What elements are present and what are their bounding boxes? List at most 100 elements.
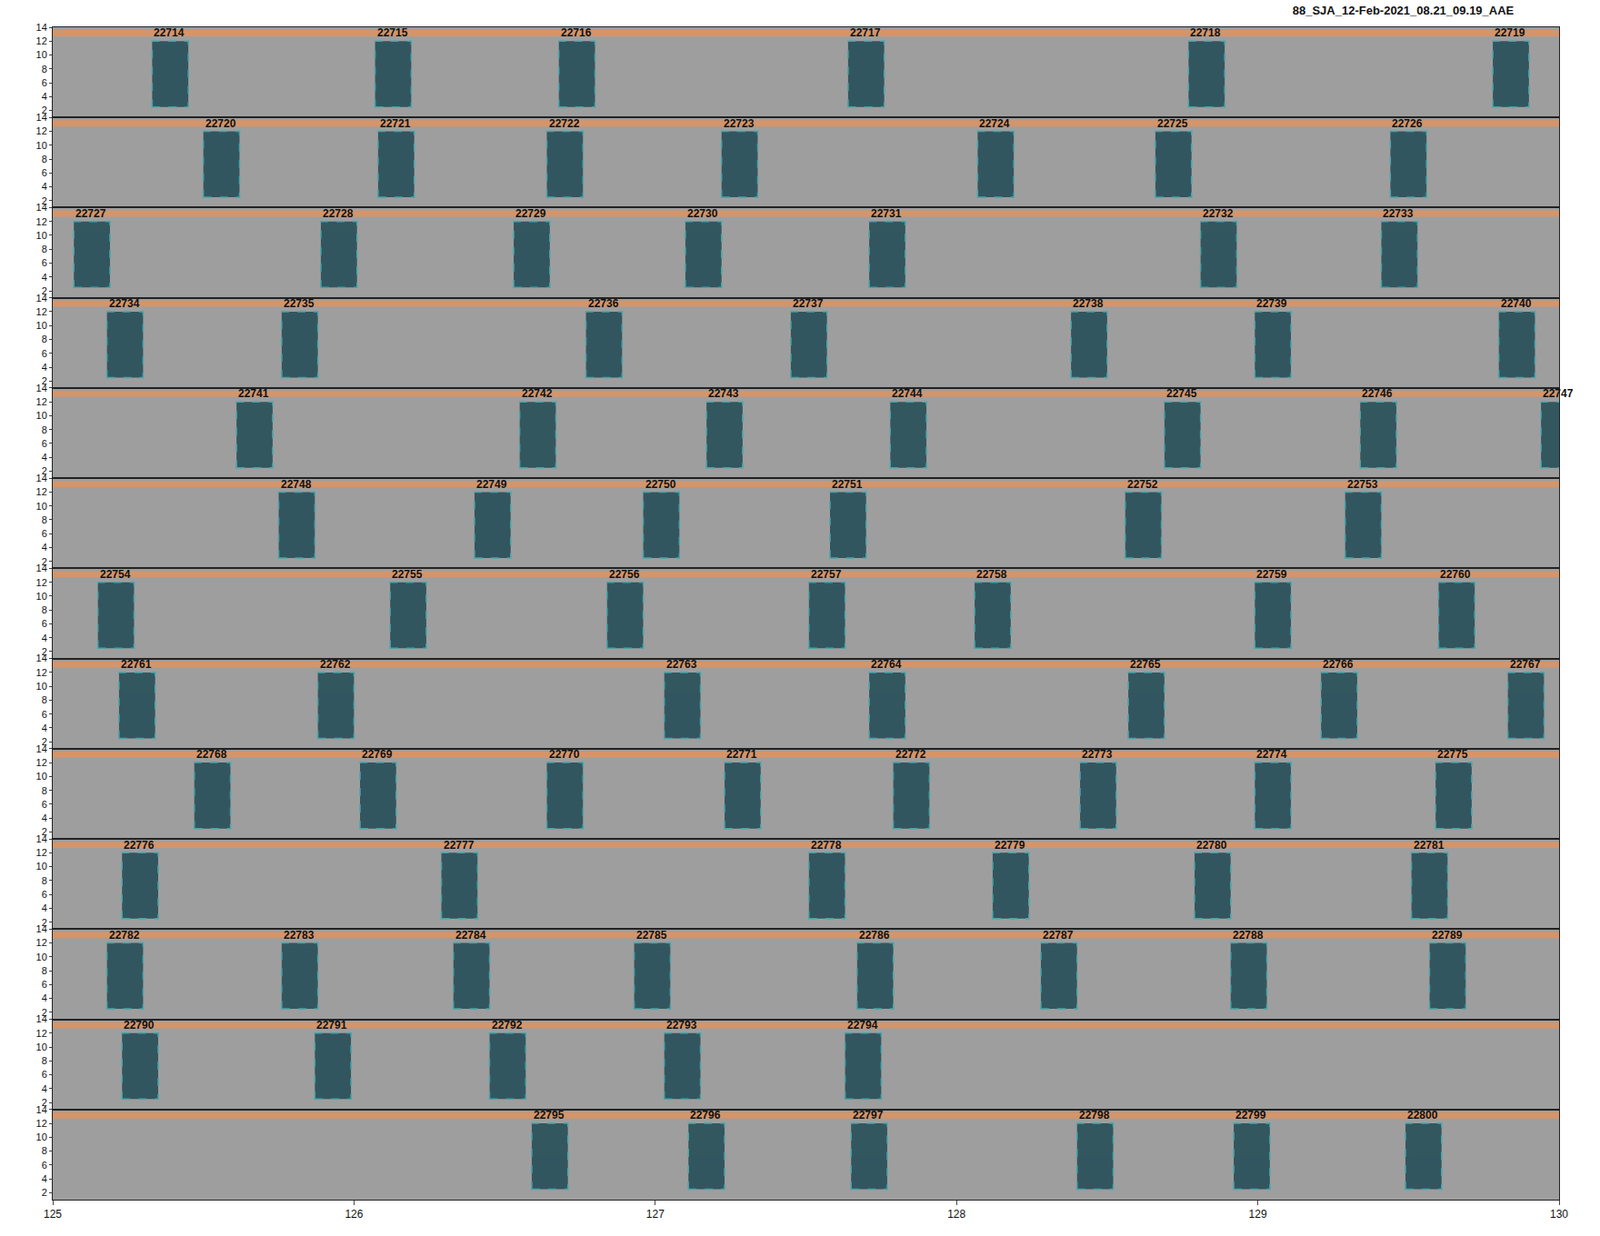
svg-text:2: 2	[41, 826, 48, 838]
svg-text:14: 14	[36, 21, 48, 33]
svg-text:8: 8	[41, 63, 48, 75]
svg-text:4: 4	[41, 812, 48, 824]
svg-text:6: 6	[41, 709, 48, 720]
svg-text:8: 8	[41, 514, 48, 526]
svg-text:22771: 22771	[726, 748, 758, 761]
svg-text:12: 12	[36, 125, 48, 137]
svg-text:6: 6	[41, 799, 48, 810]
svg-text:4: 4	[41, 1173, 48, 1185]
svg-text:6: 6	[41, 1069, 48, 1080]
svg-text:4: 4	[41, 1083, 48, 1095]
svg-text:10: 10	[36, 49, 48, 60]
svg-text:22760: 22760	[1440, 568, 1471, 581]
svg-text:22767: 22767	[1510, 658, 1541, 671]
svg-text:8: 8	[41, 784, 48, 796]
svg-text:22780: 22780	[1196, 839, 1228, 852]
svg-text:6: 6	[41, 618, 48, 630]
svg-text:4: 4	[41, 180, 48, 192]
svg-text:8: 8	[41, 243, 48, 255]
svg-text:22748: 22748	[280, 478, 312, 491]
svg-text:4: 4	[41, 992, 48, 1004]
svg-text:4: 4	[41, 451, 48, 463]
svg-text:2: 2	[41, 1187, 48, 1199]
svg-text:22799: 22799	[1235, 1109, 1267, 1122]
svg-text:2: 2	[41, 556, 48, 568]
svg-text:22718: 22718	[1190, 26, 1221, 40]
svg-text:22782: 22782	[109, 929, 140, 942]
svg-text:22791: 22791	[316, 1019, 348, 1032]
svg-text:22800: 22800	[1407, 1109, 1439, 1122]
svg-text:22797: 22797	[852, 1109, 884, 1122]
svg-text:22770: 22770	[549, 748, 580, 761]
svg-text:22776: 22776	[123, 839, 155, 852]
svg-text:10: 10	[36, 1131, 48, 1143]
svg-text:22720: 22720	[205, 117, 237, 130]
svg-text:22786: 22786	[859, 929, 890, 942]
svg-text:22727: 22727	[75, 207, 107, 220]
svg-text:10: 10	[36, 140, 48, 151]
svg-text:4: 4	[41, 632, 48, 644]
svg-text:22723: 22723	[723, 117, 755, 130]
svg-text:127: 127	[646, 1208, 665, 1221]
svg-text:12: 12	[36, 757, 48, 769]
svg-text:2: 2	[41, 285, 48, 297]
svg-text:22759: 22759	[1256, 568, 1288, 581]
svg-text:12: 12	[36, 667, 48, 679]
svg-text:22755: 22755	[391, 568, 423, 581]
svg-text:6: 6	[41, 1160, 48, 1171]
svg-text:10: 10	[36, 770, 48, 782]
svg-text:22758: 22758	[976, 568, 1008, 581]
svg-text:22753: 22753	[1347, 478, 1379, 491]
svg-text:22765: 22765	[1130, 658, 1161, 671]
svg-text:22717: 22717	[850, 26, 881, 40]
svg-text:2: 2	[41, 104, 48, 116]
svg-text:14: 14	[36, 562, 48, 574]
svg-text:22766: 22766	[1322, 658, 1354, 671]
svg-text:22788: 22788	[1232, 929, 1264, 942]
svg-text:22733: 22733	[1382, 207, 1414, 220]
svg-text:22719: 22719	[1494, 26, 1526, 40]
svg-text:22752: 22752	[1127, 478, 1159, 491]
svg-text:8: 8	[41, 153, 48, 165]
svg-text:14: 14	[36, 743, 48, 755]
svg-text:10: 10	[36, 320, 48, 331]
svg-text:22777: 22777	[443, 839, 475, 852]
svg-text:12: 12	[36, 577, 48, 589]
svg-text:10: 10	[36, 590, 48, 602]
svg-text:10: 10	[36, 410, 48, 421]
svg-text:22728: 22728	[322, 207, 354, 220]
svg-text:22769: 22769	[361, 748, 393, 761]
svg-text:22756: 22756	[609, 568, 640, 581]
svg-text:6: 6	[41, 167, 48, 179]
svg-text:14: 14	[36, 1104, 48, 1116]
svg-text:22747: 22747	[1542, 387, 1574, 400]
svg-text:22743: 22743	[708, 387, 740, 400]
svg-text:14: 14	[36, 923, 48, 935]
svg-text:14: 14	[36, 1013, 48, 1025]
svg-text:4: 4	[41, 902, 48, 914]
svg-text:22784: 22784	[455, 929, 487, 942]
svg-text:22768: 22768	[196, 748, 228, 761]
svg-text:10: 10	[36, 680, 48, 692]
svg-text:22734: 22734	[109, 297, 140, 310]
svg-text:22746: 22746	[1361, 387, 1393, 400]
svg-text:14: 14	[36, 652, 48, 664]
svg-text:22726: 22726	[1391, 117, 1423, 130]
svg-text:22794: 22794	[847, 1019, 879, 1032]
svg-text:22730: 22730	[687, 207, 719, 220]
svg-text:22739: 22739	[1256, 297, 1288, 310]
svg-text:2: 2	[41, 1097, 48, 1109]
svg-text:22775: 22775	[1437, 748, 1469, 761]
svg-text:22750: 22750	[645, 478, 677, 491]
svg-text:6: 6	[41, 438, 48, 450]
svg-text:22781: 22781	[1413, 839, 1445, 852]
svg-text:129: 129	[1249, 1208, 1268, 1221]
svg-text:8: 8	[41, 875, 48, 887]
svg-text:22749: 22749	[476, 478, 508, 491]
svg-text:6: 6	[41, 889, 48, 900]
svg-text:6: 6	[41, 528, 48, 540]
svg-text:2: 2	[41, 917, 48, 929]
svg-text:22757: 22757	[810, 568, 842, 581]
svg-text:12: 12	[36, 1028, 48, 1040]
svg-text:12: 12	[36, 847, 48, 859]
